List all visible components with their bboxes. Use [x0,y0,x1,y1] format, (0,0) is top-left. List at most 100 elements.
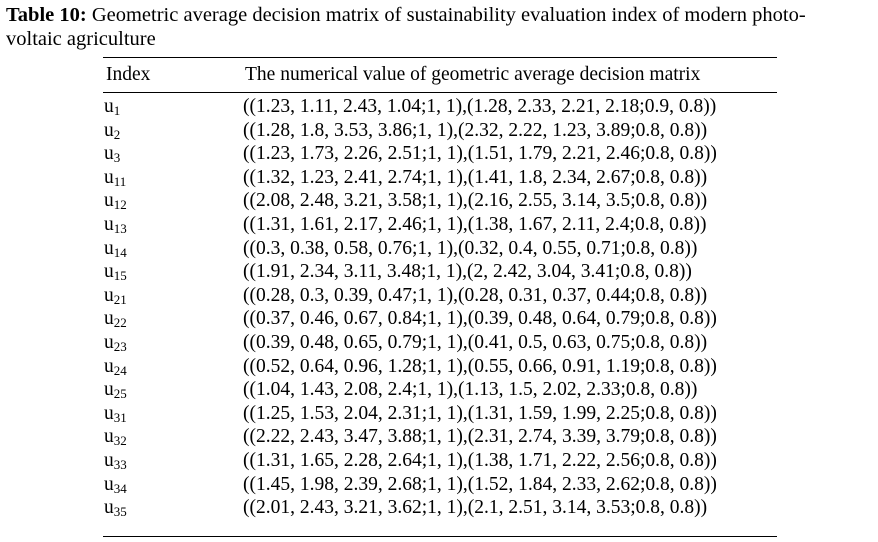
row-index-subscript: 24 [113,362,127,378]
row-value: ((1.23, 1.73, 2.26, 2.51;1, 1),(1.51, 1.… [243,143,717,165]
row-index-base: u [104,449,114,471]
row-index: u2 [104,119,120,143]
caption-text-line1: Geometric average decision matrix of sus… [86,4,806,26]
row-value: ((1.04, 1.43, 2.08, 2.4;1, 1),(1.13, 1.5… [243,379,698,401]
row-index-base: u [104,497,114,519]
table-row: u25 ((1.04, 1.43, 2.08, 2.4;1, 1),(1.13, … [0,378,878,402]
table-row: u34 ((1.45, 1.98, 2.39, 2.68;1, 1),(1.52,… [0,473,878,497]
table-row: u21 ((0.28, 0.3, 0.39, 0.47;1, 1),(0.28, … [0,284,878,308]
table-row: u15 ((1.91, 2.34, 3.11, 3.48;1, 1),(2, 2.… [0,260,878,284]
table-top-rule [103,57,777,58]
table-row: u1 ((1.23, 1.11, 2.43, 1.04;1, 1),(1.28, … [0,95,878,119]
row-index: u24 [104,355,127,379]
row-index-subscript: 11 [113,173,127,189]
row-index: u22 [104,307,127,331]
table-body: u1 ((1.23, 1.11, 2.43, 1.04;1, 1),(1.28, … [0,95,878,520]
table-row: u23 ((0.39, 0.48, 0.65, 0.79;1, 1),(0.41,… [0,331,878,355]
table-row: u11 ((1.32, 1.23, 2.41, 2.74;1, 1),(1.41,… [0,166,878,190]
row-index: u33 [104,449,127,473]
row-index-base: u [104,402,114,424]
row-value: ((2.01, 2.43, 3.21, 3.62;1, 1),(2.1, 2.5… [243,497,708,519]
row-index: u14 [104,237,127,261]
row-index-base: u [104,213,114,235]
row-value: ((1.25, 1.53, 2.04, 2.31;1, 1),(1.31, 1.… [243,402,717,424]
row-index-base: u [104,119,114,141]
row-value: ((2.22, 2.43, 3.47, 3.88;1, 1),(2.31, 2.… [243,426,717,448]
row-index: u35 [104,496,127,520]
table-row: u22 ((0.37, 0.46, 0.67, 0.84;1, 1),(0.39,… [0,307,878,331]
row-index-subscript: 21 [113,291,127,307]
row-index: u12 [104,189,127,213]
row-value: ((1.28, 1.8, 3.53, 3.86;1, 1),(2.32, 2.2… [243,119,708,141]
row-value: ((1.91, 2.34, 3.11, 3.48;1, 1),(2, 2.42,… [243,261,692,283]
row-value: ((0.37, 0.46, 0.67, 0.84;1, 1),(0.39, 0.… [243,308,717,330]
row-index-subscript: 32 [113,433,127,449]
row-index-base: u [104,166,114,188]
row-index-base: u [104,261,114,283]
row-index-subscript: 15 [113,268,127,284]
row-index-subscript: 23 [113,338,127,354]
row-index: u1 [104,95,120,119]
row-index: u31 [104,402,127,426]
row-value: ((1.32, 1.23, 2.41, 2.74;1, 1),(1.41, 1.… [243,166,708,188]
column-header-value: The numerical value of geometric average… [245,64,701,85]
row-index: u34 [104,473,127,497]
row-index-subscript: 33 [113,456,127,472]
row-index-subscript: 35 [113,504,127,520]
row-value: ((1.45, 1.98, 2.39, 2.68;1, 1),(1.52, 1.… [243,473,717,495]
table-row: u2 ((1.28, 1.8, 3.53, 3.86;1, 1),(2.32, 2… [0,119,878,143]
row-index-subscript: 14 [113,244,127,260]
row-index-base: u [104,426,114,448]
row-index-subscript: 2 [113,126,121,142]
table-bottom-rule [103,536,777,537]
caption-text-line2: voltaic agriculture [6,28,156,50]
table-row: u32 ((2.22, 2.43, 3.47, 3.88;1, 1),(2.31,… [0,425,878,449]
row-index: u32 [104,425,127,449]
table-row: u13 ((1.31, 1.61, 2.17, 2.46;1, 1),(1.38,… [0,213,878,237]
table-row: u3 ((1.23, 1.73, 2.26, 2.51;1, 1),(1.51, … [0,142,878,166]
row-index-base: u [104,331,114,353]
row-value: ((1.31, 1.65, 2.28, 2.64;1, 1),(1.38, 1.… [243,449,717,471]
row-value: ((2.08, 2.48, 3.21, 3.58;1, 1),(2.16, 2.… [243,190,708,212]
row-value: ((0.39, 0.48, 0.65, 0.79;1, 1),(0.41, 0.… [243,331,708,353]
row-index-subscript: 31 [113,409,127,425]
row-index-subscript: 22 [113,315,127,331]
row-index-subscript: 34 [113,480,127,496]
row-index-base: u [104,355,114,377]
row-index-subscript: 13 [113,220,127,236]
row-index: u13 [104,213,127,237]
caption-label: Table 10: [6,4,87,26]
table-row: u14 ((0.3, 0.38, 0.58, 0.76;1, 1),(0.32, … [0,237,878,261]
table-row: u31 ((1.25, 1.53, 2.04, 2.31;1, 1),(1.31,… [0,402,878,426]
row-value: ((0.52, 0.64, 0.96, 1.28;1, 1),(0.55, 0.… [243,355,717,377]
row-index-base: u [104,96,114,117]
row-index-base: u [104,143,114,165]
table-row: u24 ((0.52, 0.64, 0.96, 1.28;1, 1),(0.55,… [0,355,878,379]
row-index-subscript: 25 [113,386,127,402]
row-index-subscript: 3 [113,150,121,166]
table-caption: Table 10: Geometric average decision mat… [6,3,872,51]
row-index-base: u [104,284,114,306]
table-header-rule [103,92,777,93]
row-index-base: u [104,237,114,259]
table-row: u35 ((2.01, 2.43, 3.21, 3.62;1, 1),(2.1, … [0,496,878,520]
row-index: u23 [104,331,127,355]
row-index: u15 [104,260,127,284]
row-index-subscript: 1 [113,103,121,118]
row-index: u11 [104,166,126,190]
table-row: u33 ((1.31, 1.65, 2.28, 2.64;1, 1),(1.38,… [0,449,878,473]
column-header-index: Index [106,64,151,85]
row-value: ((1.31, 1.61, 2.17, 2.46;1, 1),(1.38, 1.… [243,213,707,235]
row-index-subscript: 12 [113,197,127,213]
row-index-base: u [104,308,114,330]
table-row: u12 ((2.08, 2.48, 3.21, 3.58;1, 1),(2.16,… [0,189,878,213]
row-index-base: u [104,473,114,495]
row-index: u21 [104,284,127,308]
row-index: u3 [104,142,120,166]
row-value: ((0.28, 0.3, 0.39, 0.47;1, 1),(0.28, 0.3… [243,284,708,306]
row-index-base: u [104,190,114,212]
row-value: ((1.23, 1.11, 2.43, 1.04;1, 1),(1.28, 2.… [243,96,717,117]
row-index: u25 [104,378,127,402]
row-index-base: u [104,379,114,401]
row-value: ((0.3, 0.38, 0.58, 0.76;1, 1),(0.32, 0.4… [243,237,698,259]
